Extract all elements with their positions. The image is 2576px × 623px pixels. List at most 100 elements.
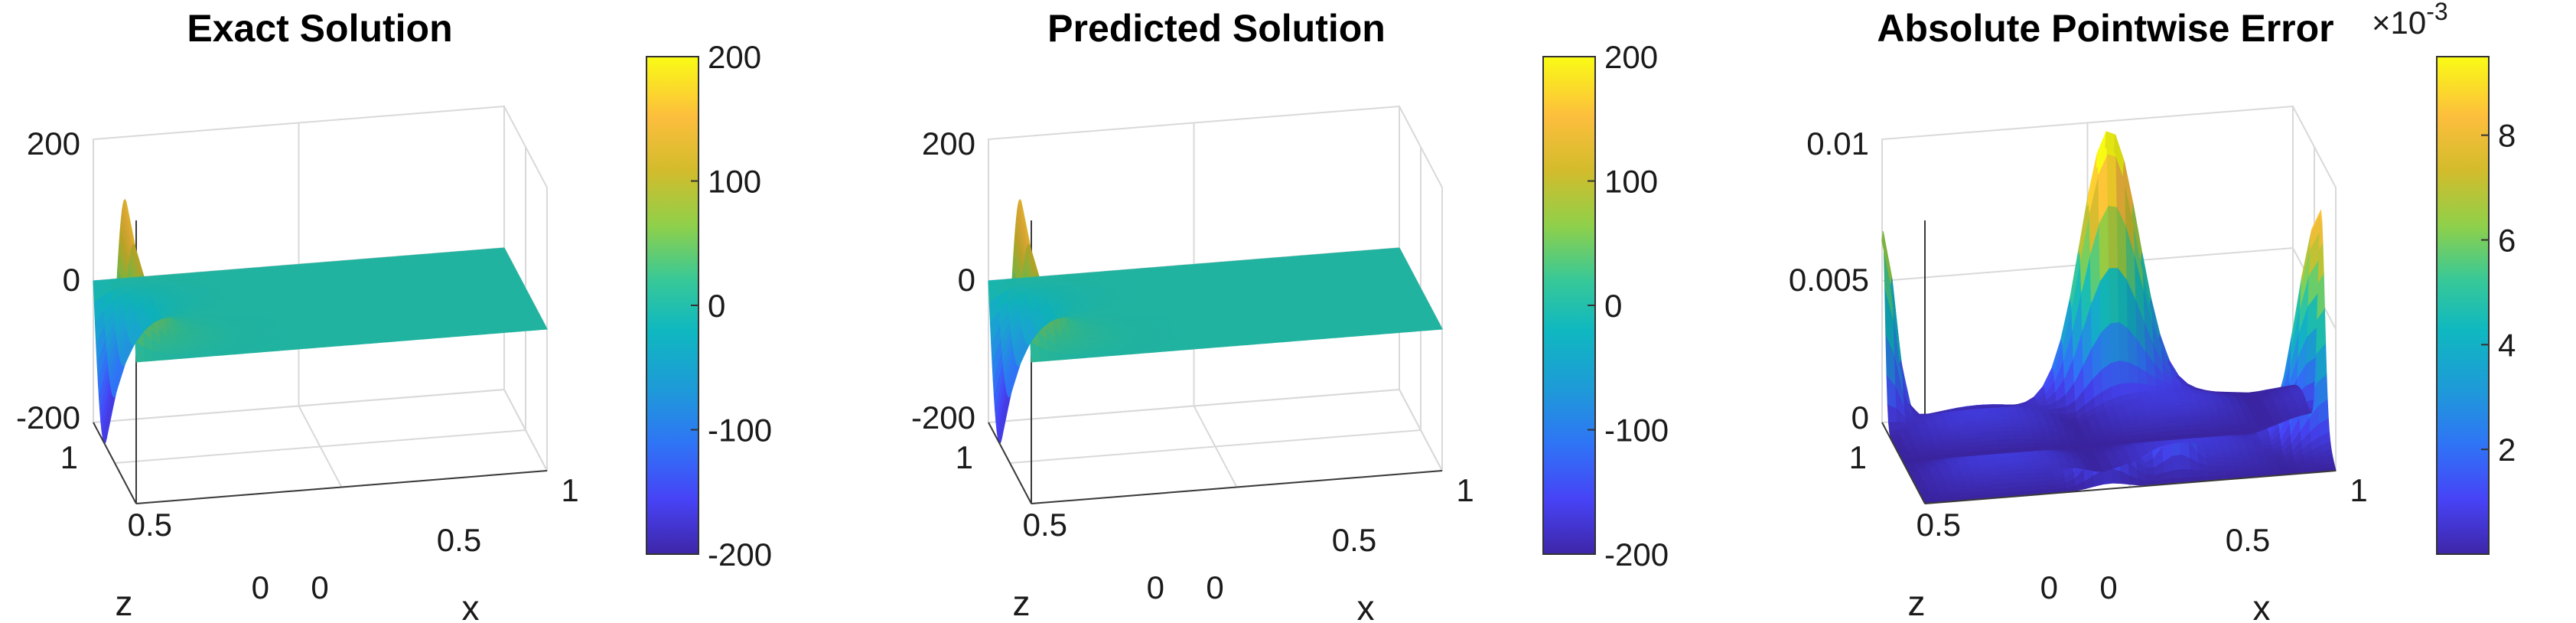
colorbar-tick-label: 100 xyxy=(708,164,761,200)
surface-facet xyxy=(1083,354,1095,358)
surface-facet xyxy=(2145,474,2157,481)
surface-facet xyxy=(2199,470,2210,477)
surface-facet xyxy=(1193,263,1205,267)
surface-facet xyxy=(1327,253,1339,256)
y-axis-line xyxy=(93,422,137,504)
surface-facet xyxy=(2044,472,2056,478)
surface-facet xyxy=(1068,273,1080,278)
surface-facet xyxy=(324,261,337,265)
surface-facet xyxy=(370,257,381,261)
surface-facet xyxy=(1077,272,1089,276)
z-tick-label: -200 xyxy=(16,400,80,435)
surface-facet xyxy=(2038,484,2050,491)
surface-facet xyxy=(387,256,399,259)
surface-facet xyxy=(1238,259,1249,263)
surface-facet xyxy=(360,258,372,262)
surface-facet xyxy=(2017,471,2029,478)
surface-facet xyxy=(289,263,301,268)
surface-facet xyxy=(1363,250,1374,253)
surface-facet xyxy=(1211,262,1223,266)
colorbar-tick-label: 0 xyxy=(708,288,725,324)
surface-facet xyxy=(1372,249,1383,253)
surface-facet xyxy=(441,252,452,256)
y-tick-label: 0 xyxy=(1147,569,1164,605)
surface-facet xyxy=(1158,266,1169,270)
surface-facet xyxy=(208,270,220,274)
surface-facet xyxy=(271,265,283,269)
surface-facet xyxy=(1074,353,1086,359)
surface-facet xyxy=(405,254,417,259)
surface-facet xyxy=(1059,274,1070,279)
panel-predicted-solution: Predicted Solution 200 0 -200 1 0.5 0 0 … xyxy=(911,7,1669,623)
z-tick-label: 0 xyxy=(958,262,975,298)
surface-facet xyxy=(1220,261,1232,265)
surface-facet xyxy=(2030,484,2041,491)
surface-facet xyxy=(191,272,203,276)
colorbar-tick-label: 200 xyxy=(708,39,761,75)
x-tick-label: 0 xyxy=(1206,569,1223,605)
x-tick-label: 0.5 xyxy=(1332,522,1376,558)
chart-title: Absolute Pointwise Error xyxy=(1877,7,2333,50)
surface-facet xyxy=(1130,268,1142,272)
colorbar-tick-label: -100 xyxy=(1604,413,1669,448)
colorbar-gradient xyxy=(1543,57,1595,554)
surface-facet xyxy=(217,269,230,273)
surface-facet xyxy=(2015,461,2027,466)
surface-facet xyxy=(343,259,354,263)
surface-facet xyxy=(2144,466,2156,475)
surface-facet xyxy=(2017,468,2028,474)
surface-facet xyxy=(173,273,184,278)
surface-facet xyxy=(188,354,200,358)
surface-facet xyxy=(1380,248,1392,252)
surface-facet xyxy=(1255,258,1267,262)
surface-facet xyxy=(200,271,211,275)
surface-facet xyxy=(378,256,390,260)
surface-facet xyxy=(280,264,291,269)
surface-facet xyxy=(182,272,194,276)
x-axis-label: x xyxy=(1357,588,1375,623)
surface-facet xyxy=(1345,251,1356,255)
surface-facet xyxy=(2037,476,2048,481)
surface-facet xyxy=(164,274,175,279)
surface-facet xyxy=(1139,267,1151,271)
surface-facet xyxy=(1309,253,1321,258)
surface-facet xyxy=(485,248,497,252)
surface-facet xyxy=(351,259,363,263)
z-tick-label: -200 xyxy=(911,400,975,435)
y-tick-label: 1 xyxy=(60,439,78,475)
surface-facet xyxy=(1184,263,1196,268)
panel-absolute-pointwise-error: Absolute Pointwise Error 0.01 0.005 0 1 … xyxy=(1789,0,2516,623)
y-tick-label: 0.5 xyxy=(128,507,172,543)
y-tick-label: 0 xyxy=(252,569,269,605)
x-tick-label: 0.5 xyxy=(437,522,481,558)
chart-title: Exact Solution xyxy=(187,7,452,50)
surface-facet xyxy=(2217,470,2229,476)
surface-facet xyxy=(1103,270,1115,274)
surface-facet xyxy=(226,269,238,272)
surface-facet xyxy=(1086,272,1098,276)
surface-facet xyxy=(2037,480,2049,486)
surface-facet xyxy=(334,260,345,264)
surface-facet xyxy=(2027,476,2039,482)
z-axis-label: z xyxy=(1013,583,1031,623)
grid-line xyxy=(1009,429,1422,464)
surface-facet xyxy=(494,247,506,251)
surface-facet xyxy=(458,250,471,254)
surface-facet xyxy=(1112,269,1125,273)
surface-facet xyxy=(1166,265,1178,269)
surface-facet xyxy=(253,266,265,271)
z-axis-label: z xyxy=(116,583,133,623)
surface-facet xyxy=(244,267,256,271)
surface-facet xyxy=(2208,470,2219,477)
x-tick-label: 1 xyxy=(561,472,578,508)
surface-facet xyxy=(1353,250,1366,254)
surface-facet xyxy=(316,262,327,266)
x-axis-label: x xyxy=(462,588,480,623)
colorbar-tick-label: 200 xyxy=(1604,39,1658,75)
surface-facet xyxy=(2216,465,2228,471)
surface-facet xyxy=(2016,464,2027,470)
surface-facet xyxy=(1300,254,1312,259)
surface-facet xyxy=(414,253,425,258)
